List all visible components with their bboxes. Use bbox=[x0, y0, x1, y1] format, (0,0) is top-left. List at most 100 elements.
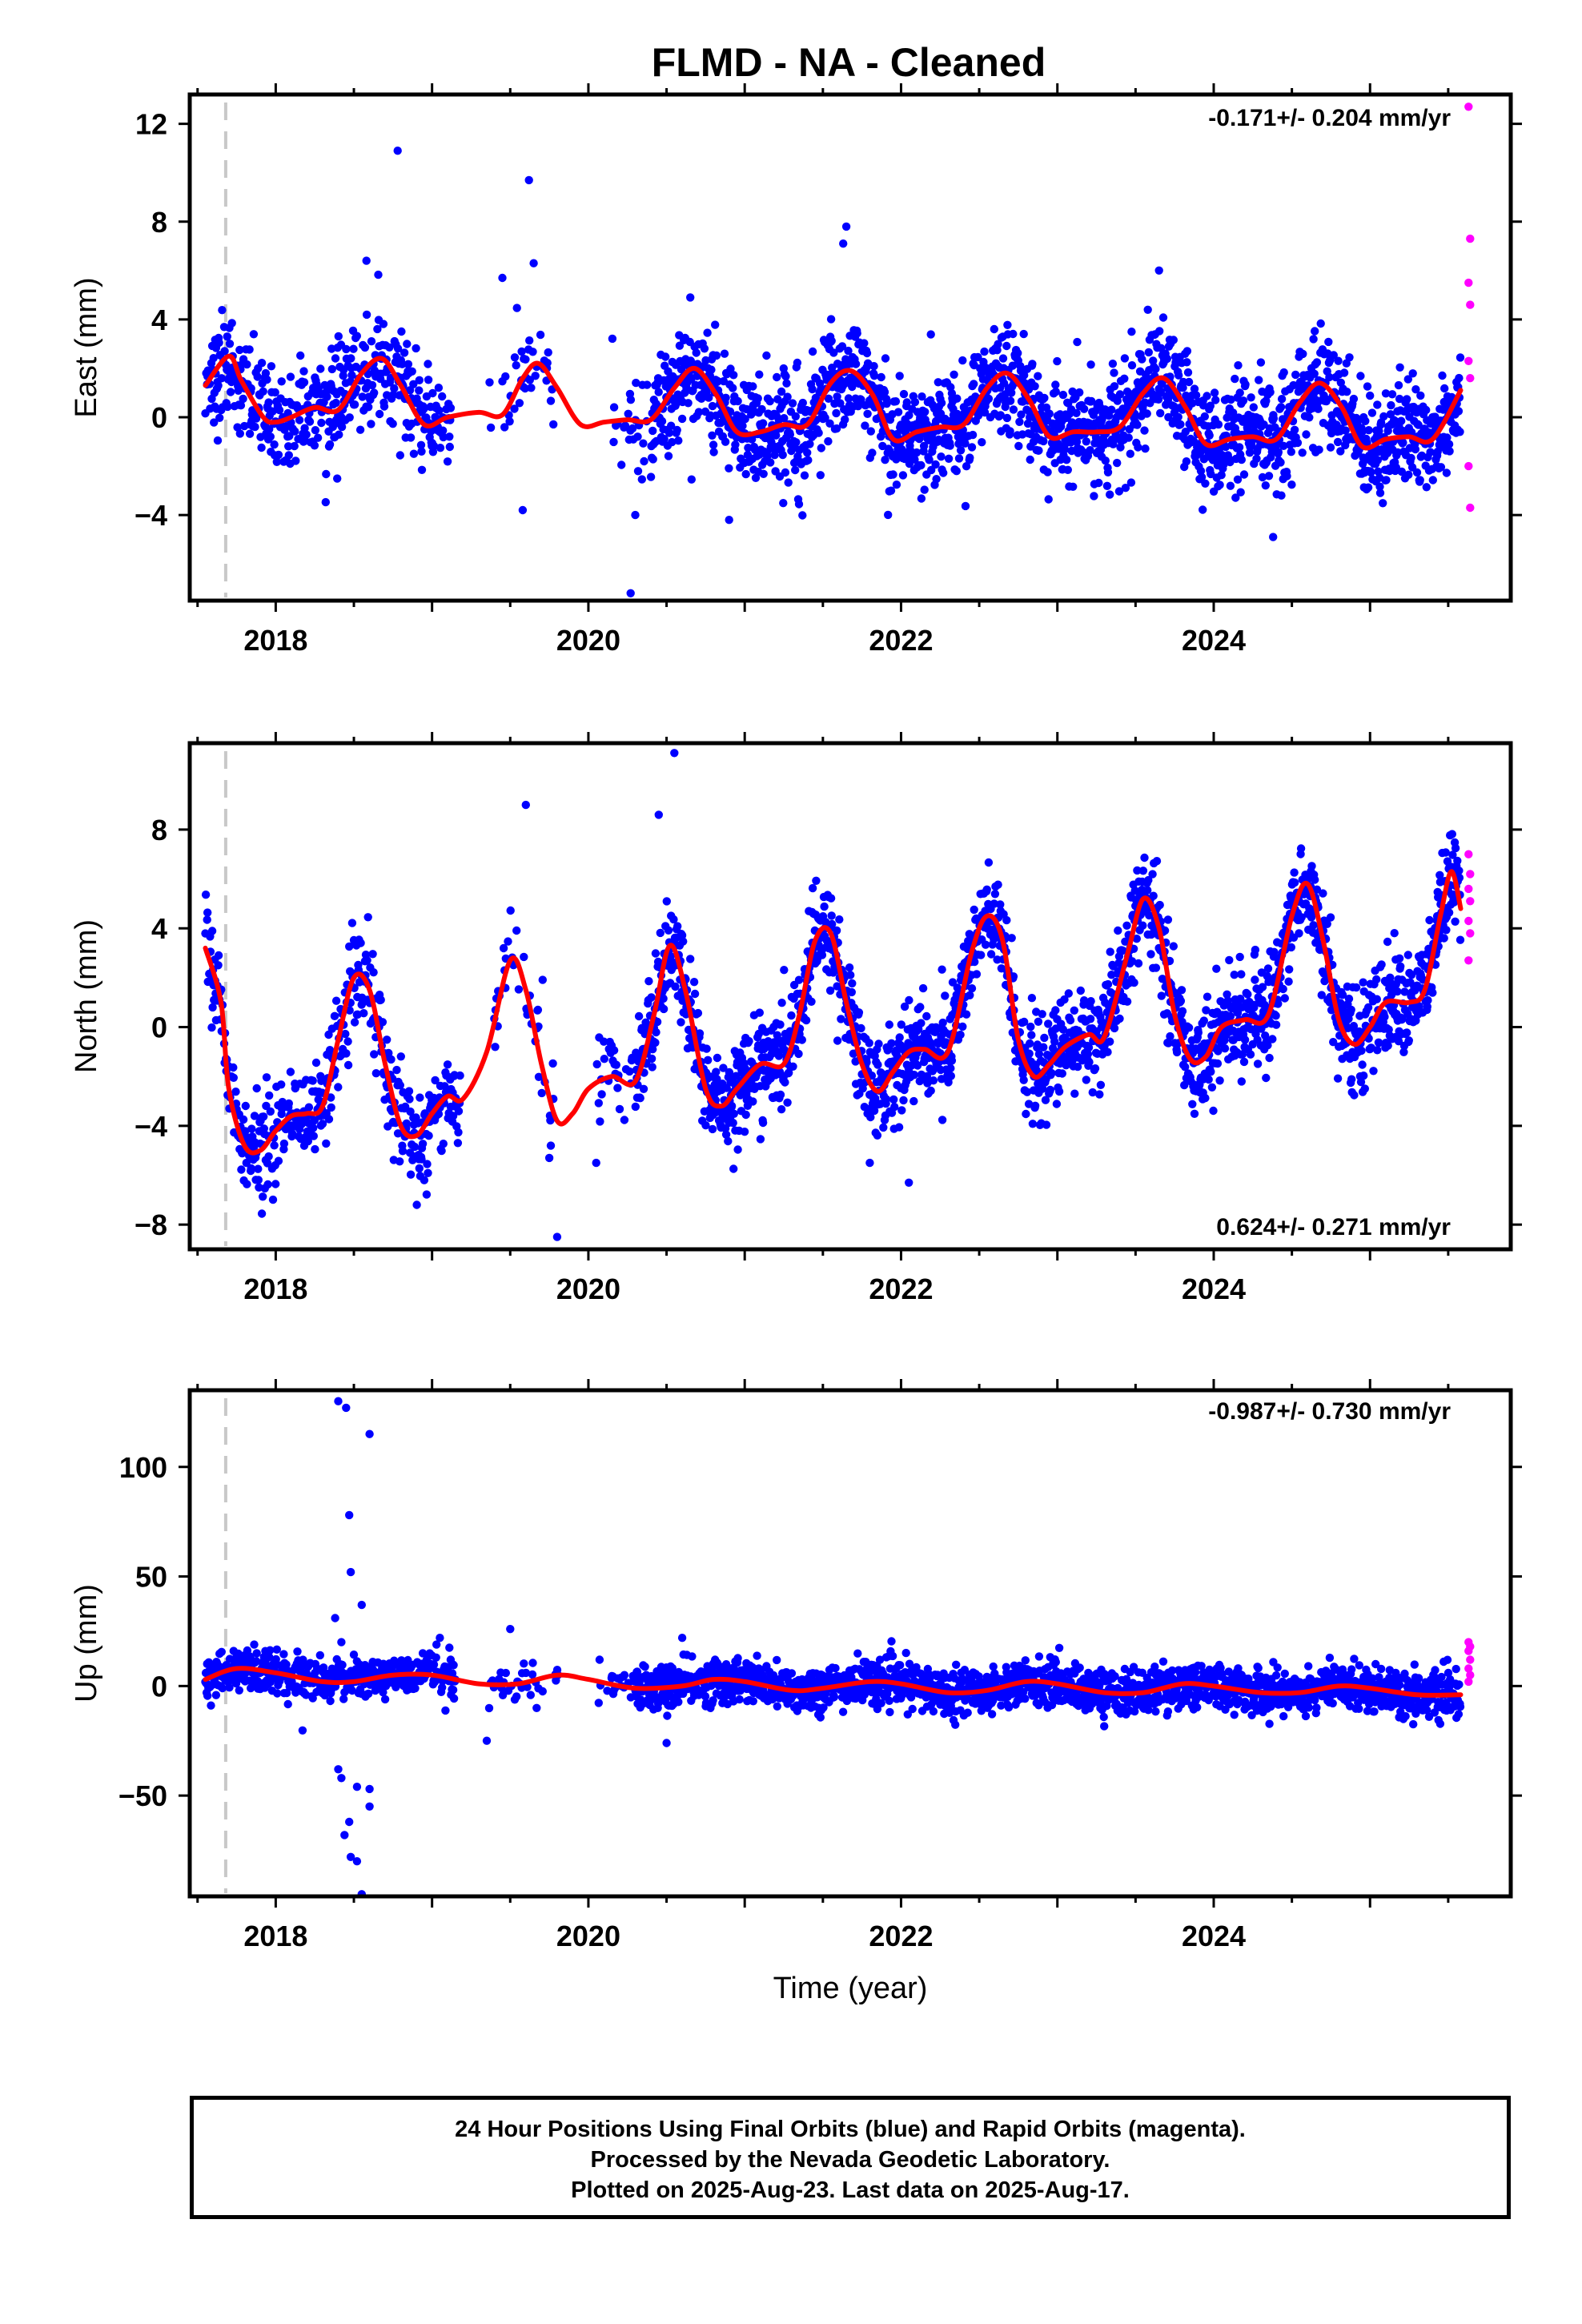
north-outlier-point bbox=[905, 1178, 913, 1188]
east-rapid-point bbox=[1466, 234, 1475, 243]
east-final-point bbox=[397, 327, 406, 336]
east-final-point bbox=[1442, 468, 1452, 477]
north-final-point bbox=[733, 1145, 742, 1154]
north-final-point bbox=[384, 1048, 393, 1058]
east-final-point bbox=[379, 320, 388, 328]
east-final-point bbox=[317, 418, 326, 428]
north-final-point bbox=[776, 1090, 785, 1100]
east-final-point bbox=[667, 421, 676, 430]
east-final-point bbox=[215, 338, 223, 348]
north-final-point bbox=[325, 1046, 335, 1055]
north-final-point bbox=[1038, 1010, 1046, 1019]
east-final-point bbox=[674, 436, 683, 445]
east-final-point bbox=[1407, 453, 1415, 463]
east-final-point bbox=[741, 415, 749, 424]
north-final-point bbox=[662, 897, 671, 906]
east-final-point bbox=[1415, 476, 1424, 485]
north-final-point bbox=[1237, 970, 1246, 979]
north-final-point bbox=[1110, 1023, 1119, 1033]
east-final-point bbox=[352, 332, 361, 340]
north-final-point bbox=[1398, 1015, 1407, 1023]
east-final-point bbox=[648, 426, 657, 436]
north-final-point bbox=[909, 1071, 919, 1080]
east-final-point bbox=[827, 336, 836, 345]
north-final-point bbox=[722, 1084, 731, 1092]
north-final-point bbox=[652, 1027, 661, 1037]
north-final-point bbox=[1230, 971, 1239, 979]
north-model-curve bbox=[203, 869, 1464, 1156]
east-final-point bbox=[268, 407, 277, 416]
north-final-point bbox=[1041, 1096, 1050, 1104]
east-final-point bbox=[1182, 347, 1192, 356]
north-final-point bbox=[1204, 1075, 1213, 1084]
east-final-point bbox=[1456, 353, 1465, 362]
east-final-point bbox=[954, 454, 964, 463]
north-final-point bbox=[1066, 1015, 1075, 1025]
east-final-point bbox=[1044, 495, 1053, 504]
north-final-point bbox=[828, 919, 837, 929]
east-final-point bbox=[939, 468, 948, 477]
east-final-point bbox=[1002, 341, 1011, 351]
north-final-point bbox=[1034, 1017, 1043, 1027]
north-final-point bbox=[729, 1119, 737, 1128]
east-final-point bbox=[245, 345, 254, 354]
north-final-point bbox=[982, 885, 991, 895]
north-outlier-point bbox=[420, 1176, 429, 1184]
east-final-point bbox=[773, 372, 781, 382]
east-final-point bbox=[1140, 426, 1149, 435]
north-final-point bbox=[1046, 1085, 1055, 1095]
east-final-point bbox=[1375, 427, 1383, 436]
north-final-point bbox=[1226, 1011, 1235, 1021]
east-final-point bbox=[757, 404, 766, 414]
east-final-point bbox=[264, 398, 273, 407]
north-final-point bbox=[944, 1078, 953, 1087]
north-final-point bbox=[286, 1068, 295, 1076]
north-final-point bbox=[369, 968, 378, 977]
north-final-point bbox=[1404, 1036, 1414, 1045]
north-final-point bbox=[265, 1091, 274, 1100]
north-final-point bbox=[881, 1095, 891, 1104]
east-final-point bbox=[327, 364, 336, 374]
east-final-point bbox=[829, 348, 838, 357]
east-final-point bbox=[968, 430, 978, 440]
north-final-point bbox=[835, 915, 844, 924]
east-final-point bbox=[445, 432, 454, 441]
north-final-point bbox=[1027, 994, 1037, 1003]
east-ytick-label: −4 bbox=[135, 499, 167, 532]
east-final-point bbox=[1287, 448, 1296, 456]
east-rapid-point bbox=[1466, 503, 1475, 513]
north-final-point bbox=[453, 1139, 463, 1148]
north-final-point bbox=[647, 993, 656, 1002]
north-final-point bbox=[1214, 1047, 1223, 1055]
east-final-point bbox=[785, 430, 794, 439]
east-final-point bbox=[1329, 351, 1339, 360]
north-final-point bbox=[327, 1103, 335, 1112]
north-final-point bbox=[895, 1033, 904, 1042]
north-final-point bbox=[1360, 1084, 1370, 1093]
east-final-point bbox=[1023, 419, 1033, 428]
east-final-point bbox=[708, 401, 717, 411]
north-final-point bbox=[1086, 1015, 1095, 1023]
east-final-point bbox=[1200, 412, 1210, 421]
north-final-point bbox=[1106, 1037, 1114, 1046]
east-final-point bbox=[510, 404, 519, 413]
east-final-point bbox=[424, 376, 433, 384]
east-final-point bbox=[703, 328, 712, 337]
north-final-point bbox=[990, 890, 1000, 899]
east-final-point bbox=[661, 352, 670, 361]
east-final-point bbox=[1039, 436, 1048, 446]
east-final-point bbox=[1236, 488, 1245, 497]
east-final-point bbox=[1174, 371, 1183, 380]
north-final-point bbox=[1380, 1012, 1389, 1021]
east-final-point bbox=[290, 441, 299, 451]
east-final-point bbox=[1239, 470, 1249, 479]
east-final-point bbox=[263, 375, 271, 384]
east-final-point bbox=[321, 497, 330, 507]
east-final-point bbox=[1363, 382, 1372, 391]
east-final-point bbox=[1053, 356, 1062, 366]
east-final-point bbox=[1411, 385, 1420, 394]
east-final-point bbox=[749, 382, 757, 391]
north-final-point bbox=[1115, 1014, 1124, 1023]
east-final-point bbox=[1325, 372, 1334, 382]
east-final-point bbox=[967, 443, 977, 452]
